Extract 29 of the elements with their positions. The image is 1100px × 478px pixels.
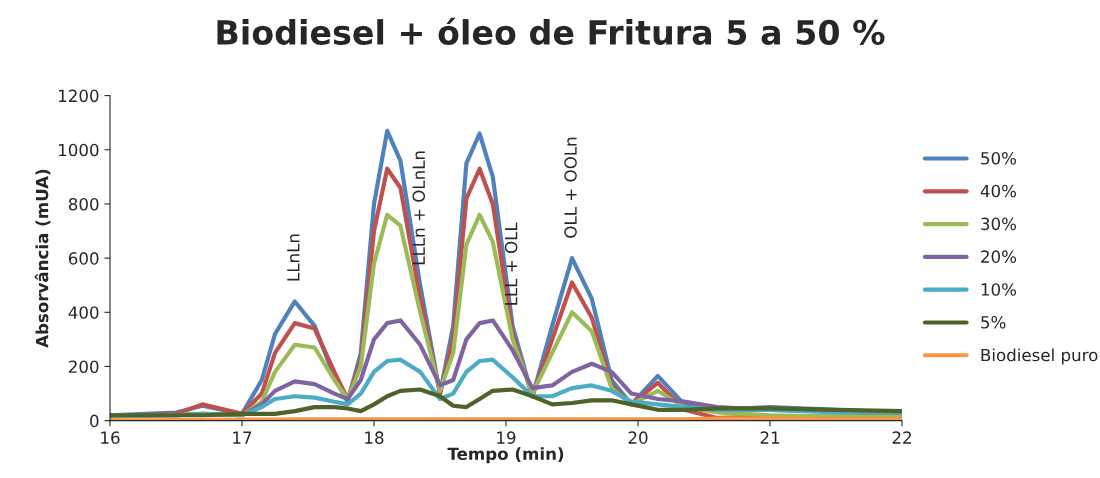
y-tick-label: 1200 [59, 89, 99, 103]
chart-title: Biodiesel + óleo de Fritura 5 a 50 % [217, 17, 885, 45]
annotation: OLL + OOLn [564, 137, 577, 238]
legend-label: 40% [980, 184, 1017, 198]
line-series [110, 387, 902, 418]
x-tick-label: 17 [233, 431, 252, 444]
legend-label: 10% [981, 283, 1017, 296]
annotation: LLnLn [287, 234, 300, 281]
y-tick-label: 400 [68, 306, 99, 319]
y-axis-title: Absorvância (mUA) [34, 169, 51, 348]
legend-label: 30% [981, 217, 1017, 231]
y-tick-label: 200 [68, 360, 99, 374]
x-tick-label: 16 [101, 431, 120, 444]
x-tick-label: 19 [497, 431, 516, 444]
annotation: LLLn + OLnLn [412, 151, 426, 265]
y-tick-label: 800 [68, 197, 99, 211]
x-tick-label: 18 [365, 431, 384, 444]
x-tick-label: 21 [760, 431, 780, 444]
x-tick-label: 20 [628, 431, 648, 444]
x-axis-title: Tempo (min) [447, 447, 564, 464]
y-tick-label: 1000 [59, 143, 99, 157]
y-tick-label: 600 [68, 252, 99, 265]
legend-label: 50% [981, 151, 1017, 165]
annotation: LLL + OLL [504, 222, 518, 305]
legend-label: 20% [981, 250, 1017, 263]
legend-label: Biodiesel puro [981, 348, 1098, 365]
y-tick-label: 0 [90, 414, 99, 428]
legend-label: 5% [981, 315, 1006, 329]
x-tick-label: 22 [892, 431, 911, 444]
